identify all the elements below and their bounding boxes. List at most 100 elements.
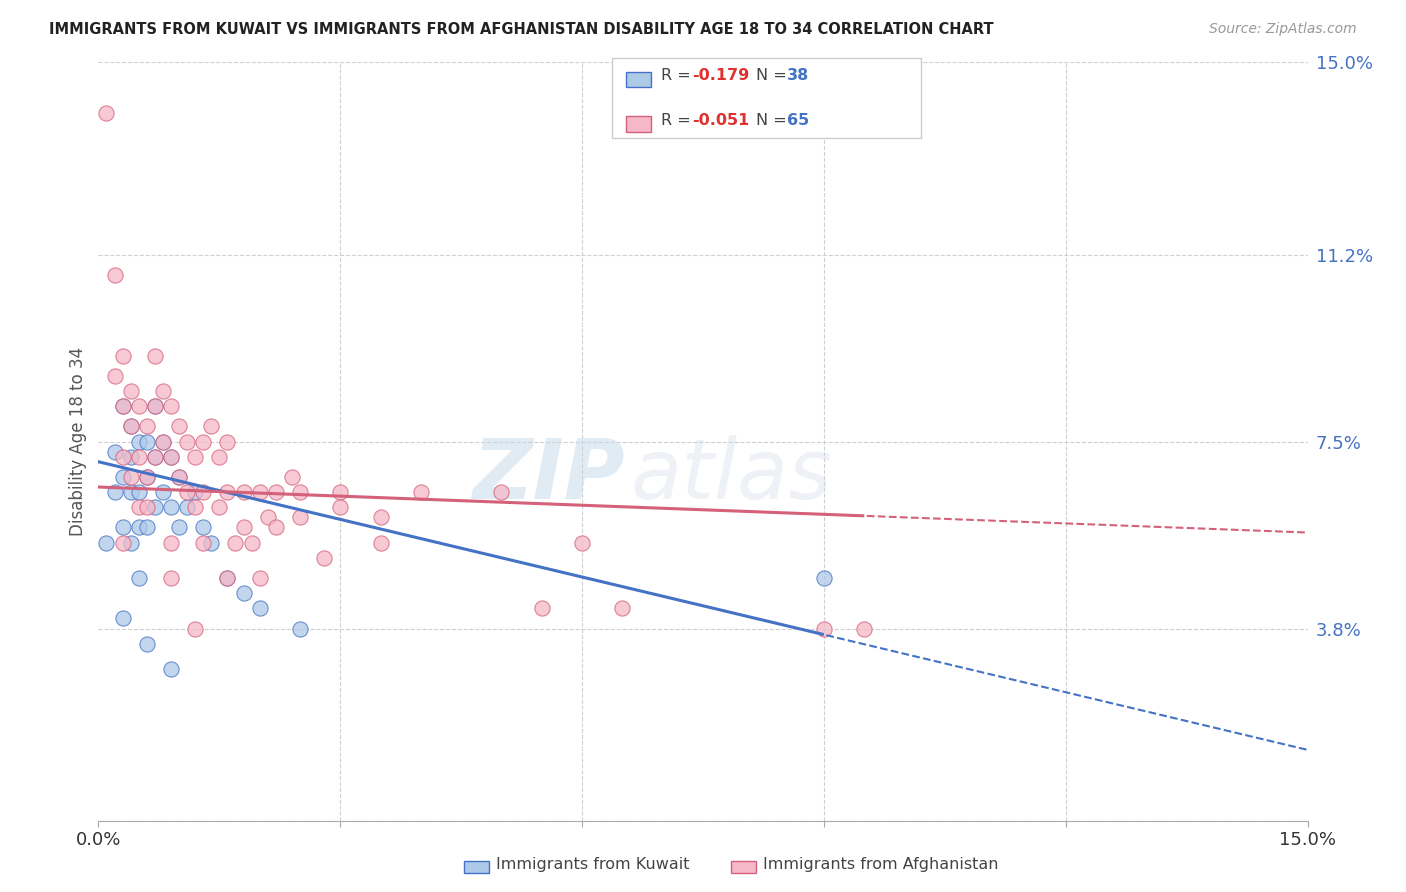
Point bbox=[128, 399, 150, 413]
Point bbox=[571, 535, 593, 549]
Point bbox=[232, 520, 254, 534]
Point bbox=[152, 434, 174, 449]
Point bbox=[184, 450, 207, 464]
Point bbox=[128, 434, 150, 449]
Point bbox=[103, 268, 125, 282]
Point bbox=[249, 485, 271, 500]
Point bbox=[160, 450, 183, 464]
Point bbox=[193, 535, 215, 549]
Point bbox=[193, 434, 215, 449]
Point bbox=[193, 520, 215, 534]
Point bbox=[103, 444, 125, 458]
Point bbox=[111, 450, 134, 464]
Point bbox=[160, 571, 183, 585]
Point bbox=[329, 485, 352, 500]
Text: ZIP: ZIP bbox=[472, 435, 624, 516]
Text: N =: N = bbox=[756, 113, 793, 128]
Point bbox=[160, 662, 183, 676]
Point bbox=[135, 637, 157, 651]
Point bbox=[167, 419, 190, 434]
Text: R =: R = bbox=[661, 69, 696, 83]
Point bbox=[152, 485, 174, 500]
Point bbox=[217, 571, 239, 585]
Point bbox=[224, 535, 246, 549]
Point bbox=[143, 450, 166, 464]
Point bbox=[135, 470, 157, 484]
Point bbox=[111, 349, 134, 363]
Point bbox=[143, 349, 166, 363]
Point bbox=[249, 601, 271, 615]
Point bbox=[128, 485, 150, 500]
Point bbox=[167, 470, 190, 484]
Point bbox=[184, 485, 207, 500]
Point bbox=[167, 470, 190, 484]
Point bbox=[217, 485, 239, 500]
Point bbox=[281, 470, 304, 484]
Point bbox=[120, 485, 142, 500]
Point bbox=[120, 470, 142, 484]
Point bbox=[288, 510, 311, 524]
Point bbox=[370, 535, 392, 549]
Point bbox=[135, 470, 157, 484]
Point bbox=[813, 622, 835, 636]
Point bbox=[176, 485, 198, 500]
Point bbox=[853, 622, 876, 636]
Text: 65: 65 bbox=[787, 113, 810, 128]
Text: 38: 38 bbox=[787, 69, 810, 83]
Point bbox=[184, 622, 207, 636]
Point bbox=[160, 500, 183, 515]
Point bbox=[120, 450, 142, 464]
Point bbox=[120, 535, 142, 549]
Point bbox=[329, 500, 352, 515]
Point bbox=[288, 485, 311, 500]
Point bbox=[96, 535, 118, 549]
Point bbox=[370, 510, 392, 524]
Point bbox=[111, 535, 134, 549]
Point bbox=[120, 419, 142, 434]
Point bbox=[111, 470, 134, 484]
Y-axis label: Disability Age 18 to 34: Disability Age 18 to 34 bbox=[69, 347, 87, 536]
Point bbox=[193, 485, 215, 500]
Point bbox=[120, 384, 142, 398]
Point bbox=[135, 500, 157, 515]
Text: -0.179: -0.179 bbox=[692, 69, 749, 83]
Point bbox=[152, 434, 174, 449]
Point bbox=[264, 520, 287, 534]
Point bbox=[217, 434, 239, 449]
Point bbox=[176, 500, 198, 515]
Point bbox=[128, 500, 150, 515]
Point bbox=[232, 485, 254, 500]
Text: N =: N = bbox=[756, 69, 793, 83]
Point bbox=[160, 399, 183, 413]
Point bbox=[232, 586, 254, 600]
Text: Immigrants from Afghanistan: Immigrants from Afghanistan bbox=[763, 857, 998, 871]
Text: atlas: atlas bbox=[630, 435, 832, 516]
Point bbox=[409, 485, 432, 500]
Point bbox=[256, 510, 278, 524]
Point bbox=[530, 601, 553, 615]
Point bbox=[314, 550, 336, 565]
Text: IMMIGRANTS FROM KUWAIT VS IMMIGRANTS FROM AFGHANISTAN DISABILITY AGE 18 TO 34 CO: IMMIGRANTS FROM KUWAIT VS IMMIGRANTS FRO… bbox=[49, 22, 994, 37]
Point bbox=[208, 500, 231, 515]
Point bbox=[217, 571, 239, 585]
Point bbox=[264, 485, 287, 500]
Point bbox=[103, 368, 125, 383]
Point bbox=[103, 485, 125, 500]
Point bbox=[128, 450, 150, 464]
Text: Immigrants from Kuwait: Immigrants from Kuwait bbox=[496, 857, 690, 871]
Point bbox=[176, 434, 198, 449]
Point bbox=[143, 450, 166, 464]
Point bbox=[143, 399, 166, 413]
Point bbox=[135, 520, 157, 534]
Point bbox=[813, 571, 835, 585]
Point bbox=[612, 601, 634, 615]
Point bbox=[143, 500, 166, 515]
Point bbox=[160, 450, 183, 464]
Point bbox=[143, 399, 166, 413]
Point bbox=[491, 485, 513, 500]
Point bbox=[200, 535, 222, 549]
Point bbox=[111, 520, 134, 534]
Point bbox=[208, 450, 231, 464]
Point bbox=[128, 571, 150, 585]
Text: -0.051: -0.051 bbox=[692, 113, 749, 128]
